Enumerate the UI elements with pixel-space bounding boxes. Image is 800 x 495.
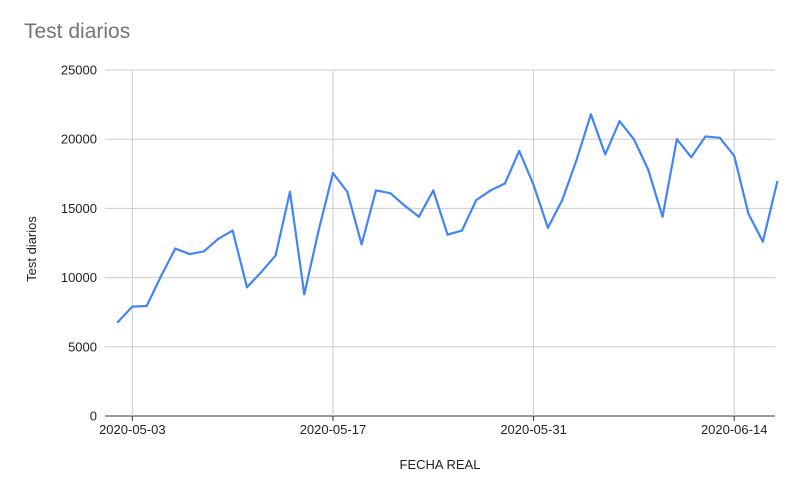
data-point: [389, 192, 392, 195]
series-layer: [116, 113, 779, 323]
chart-title: Test diarios: [24, 20, 131, 43]
y-tick-label: 20000: [61, 132, 97, 147]
data-point: [733, 154, 736, 157]
data-point: [489, 189, 492, 192]
data-point: [518, 149, 521, 153]
data-point: [575, 158, 578, 162]
data-point: [532, 183, 535, 186]
data-point: [131, 305, 134, 308]
y-axis-label: Test diarios: [24, 216, 39, 282]
data-point: [675, 138, 678, 141]
data-point: [776, 181, 779, 184]
y-tick-label: 10000: [61, 270, 97, 285]
data-point: [346, 190, 349, 193]
data-point: [188, 252, 191, 256]
data-point: [475, 199, 478, 202]
data-point: [718, 136, 721, 139]
data-point: [632, 138, 635, 141]
data-point: [303, 293, 306, 296]
data-point: [159, 275, 163, 278]
data-point: [503, 182, 507, 185]
data-point: [260, 270, 263, 274]
data-point: [403, 204, 406, 207]
data-point: [116, 320, 120, 323]
axis-layer: 0 5000 10000 15000 20000 25000 2020-05-03 2020-…: [61, 63, 768, 438]
data-point: [618, 120, 621, 123]
x-tick-label: 2020-06-14: [701, 422, 768, 437]
data-point: [374, 189, 378, 192]
y-tick-label: 25000: [61, 63, 97, 78]
data-point: [288, 190, 292, 193]
data-point: [360, 243, 363, 246]
data-point: [174, 247, 177, 250]
grid-layer: [105, 69, 775, 417]
data-point: [231, 229, 234, 232]
data-point: [604, 153, 607, 156]
x-axis-label: FECHA REAL: [400, 457, 481, 472]
y-tick-label: 5000: [68, 339, 97, 354]
data-point: [331, 172, 335, 175]
data-point: [589, 113, 592, 116]
data-point: [432, 189, 435, 192]
data-point: [417, 215, 421, 218]
data-point: [217, 237, 220, 240]
data-point: [747, 212, 750, 216]
data-point: [690, 156, 693, 159]
data-point: [561, 199, 564, 202]
data-point: [704, 135, 707, 138]
data-point: [446, 233, 449, 236]
data-point: [647, 168, 650, 171]
data-point: [317, 229, 320, 232]
data-point: [761, 240, 764, 243]
x-tick-label: 2020-05-17: [300, 422, 367, 437]
series-line: [116, 113, 779, 323]
y-tick-label: 15000: [61, 201, 97, 216]
data-point: [460, 229, 464, 232]
data-point: [661, 215, 664, 218]
data-point: [546, 226, 550, 229]
y-tick-label: 0: [90, 409, 97, 424]
data-point: [245, 286, 249, 289]
x-tick-label: 2020-05-03: [99, 422, 166, 437]
data-point: [145, 304, 148, 308]
data-point: [202, 250, 206, 253]
data-point: [274, 254, 277, 257]
x-tick-label: 2020-05-31: [500, 422, 567, 437]
